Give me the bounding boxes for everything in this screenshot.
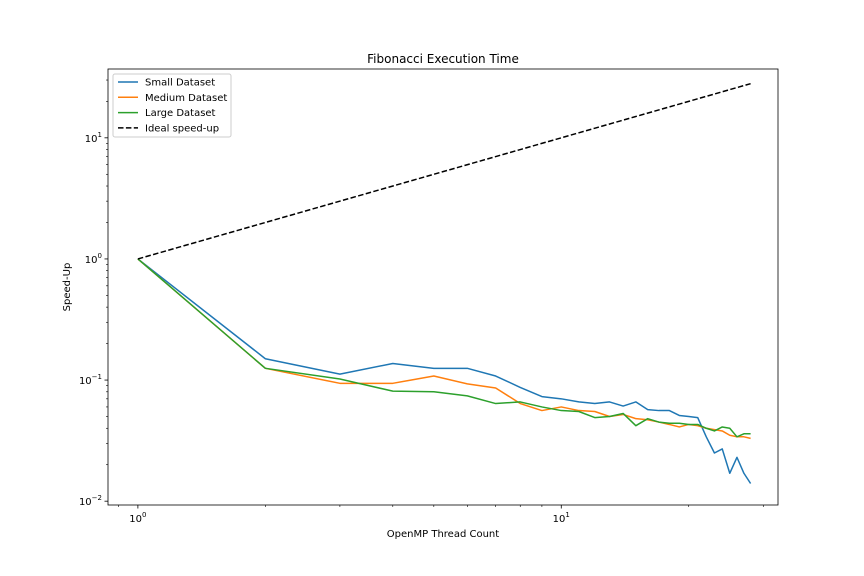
x-axis-label: OpenMP Thread Count xyxy=(387,529,499,540)
series-line-large-dataset xyxy=(137,258,751,438)
y-axis-label: Speed-Up xyxy=(62,263,73,312)
y-axis-ticks: 10−2 10−1 100 101 xyxy=(79,79,108,508)
plot-frame xyxy=(107,68,779,506)
series-line-medium-dataset xyxy=(137,258,751,440)
legend-label-large-dataset: Large Dataset xyxy=(145,108,216,119)
x-tick-label: 100 xyxy=(129,511,146,525)
x-tick-label: 101 xyxy=(553,511,570,525)
legend-label-small-dataset: Small Dataset xyxy=(145,78,215,89)
legend-label-ideal-speed-up: Ideal speed-up xyxy=(145,123,219,134)
legend-box xyxy=(112,73,232,138)
plot-area xyxy=(108,69,778,505)
y-tick-label: 100 xyxy=(85,252,102,266)
series-line-small-dataset xyxy=(137,258,752,484)
legend: Small Dataset Medium Dataset Large Dataset… xyxy=(112,73,232,138)
series-line-ideal-speed-up xyxy=(137,82,751,260)
y-tick-label: 10−2 xyxy=(79,494,102,508)
y-tick-label: 10−1 xyxy=(79,373,102,387)
y-tick-label: 101 xyxy=(85,131,102,145)
chart-title: Fibonacci Execution Time xyxy=(367,52,519,66)
legend-label-medium-dataset: Medium Dataset xyxy=(145,93,227,104)
legend-entries: Small Dataset Medium Dataset Large Dataset… xyxy=(118,78,227,134)
series-layer xyxy=(137,82,752,484)
